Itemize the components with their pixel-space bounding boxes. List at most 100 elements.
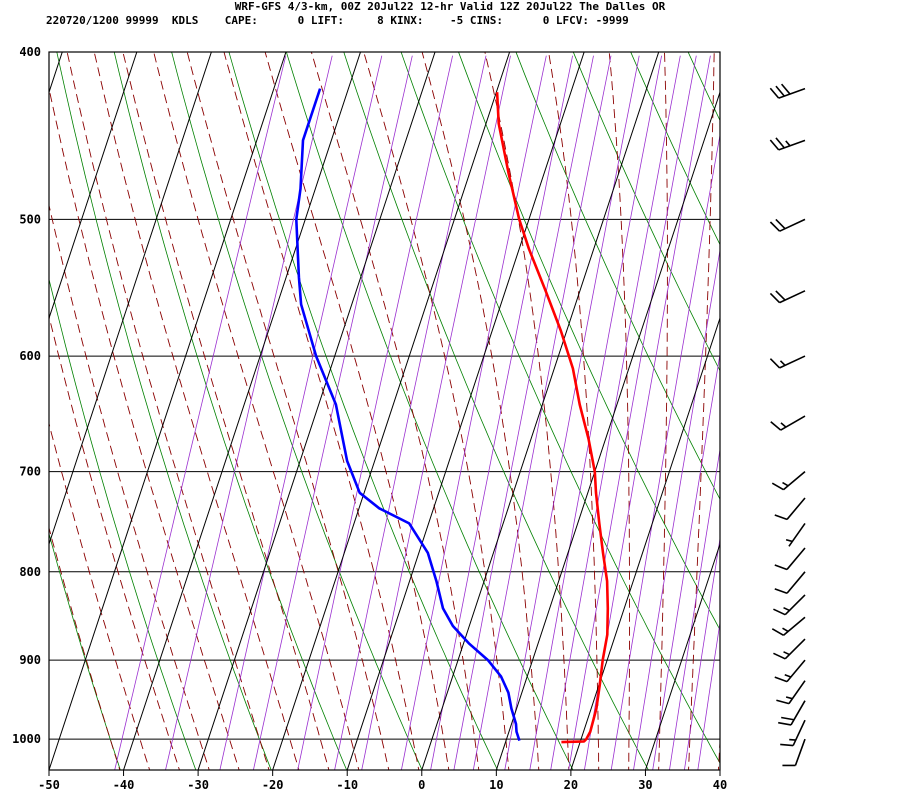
mixing-ratio-line [504, 55, 640, 770]
mixing-ratio-line [114, 55, 287, 770]
mixing-ratio-line [334, 55, 487, 770]
mixing-ratio-line [165, 55, 333, 770]
mixing-ratio-line [472, 55, 612, 770]
isotherm [272, 52, 511, 770]
temperature-tick-label: 20 [564, 778, 578, 792]
moist-adiabats [49, 43, 801, 776]
moist-adiabat [484, 52, 570, 770]
mixing-ratio-line [361, 55, 511, 770]
mixing-ratio-line [669, 447, 720, 770]
sounding-profiles [295, 88, 610, 744]
moist-adiabat [49, 526, 121, 770]
wind-barb [771, 616, 806, 636]
sounding-indices: 220720/1200 99999 KDLS CAPE: 0 LIFT: 8 K… [46, 14, 629, 27]
temperature-tick-label: -40 [113, 778, 135, 792]
wind-barb [774, 659, 806, 683]
moist-adiabat [717, 734, 720, 770]
dry-adiabat [738, 37, 900, 770]
temperature-tick-label: -30 [187, 778, 209, 792]
isotherm [719, 768, 720, 770]
mixing-ratio-line [721, 56, 832, 770]
dry-adiabat [795, 37, 900, 770]
mixing-ratio-line [652, 351, 720, 770]
wind-barb [774, 571, 806, 595]
dry-adiabats [49, 37, 900, 770]
dry-adiabat [852, 37, 900, 770]
mixing-ratio-line [529, 55, 662, 770]
wind-barbs [769, 83, 806, 767]
moist-adiabat [153, 52, 360, 770]
isotherms [49, 52, 720, 770]
moist-adiabat [310, 52, 480, 770]
moist-adiabat [748, 43, 801, 776]
wind-barb [769, 83, 806, 99]
mixing-ratio-line [401, 55, 547, 770]
wind-barb [769, 355, 806, 369]
mixing-ratio-line [430, 55, 573, 770]
mixing-ratio-line [610, 132, 720, 770]
moist-adiabat [49, 86, 240, 770]
temperature-tick-label: 30 [638, 778, 652, 792]
dry-adiabat [630, 52, 720, 246]
isotherm [644, 542, 720, 770]
wind-barb [785, 522, 806, 547]
isotherm [495, 90, 720, 770]
mixing-ratio-line [633, 248, 720, 770]
wind-barb [769, 290, 806, 304]
pressure-tick-label: 700 [19, 465, 41, 479]
wind-barb [769, 137, 806, 151]
isotherm [421, 52, 660, 770]
isotherm [49, 52, 138, 320]
plot-border [48, 51, 721, 771]
isotherm [346, 52, 585, 770]
dry-adiabat [458, 52, 720, 631]
dry-adiabat [49, 532, 121, 770]
wind-barb [774, 497, 806, 521]
dry-adiabat [515, 52, 720, 500]
moist-adiabat [93, 52, 300, 770]
moist-adiabat [223, 52, 420, 770]
wind-barb [770, 415, 806, 431]
plot-frame [48, 51, 721, 771]
wind-barb [773, 638, 806, 660]
pressure-tick-label: 600 [19, 349, 41, 363]
dry-adiabat [171, 52, 423, 770]
moist-adiabat [122, 52, 330, 770]
mixing-ratio-line [697, 619, 720, 770]
moist-adiabat [49, 314, 180, 770]
pressure-tick-label: 1000 [12, 732, 41, 746]
wind-barb [771, 471, 806, 491]
moist-adiabat [548, 52, 600, 770]
isotherm [49, 52, 287, 770]
wind-barb [769, 218, 806, 232]
wind-barb [773, 594, 806, 616]
moist-adiabat [688, 52, 715, 770]
chart-title: WRF-GFS 4/3-km, 00Z 20Jul22 12-hr Valid … [234, 0, 666, 13]
mixing-ratio-line [253, 55, 413, 770]
pressure-axis-labels: 400 500 600 700 800 900 1000 [12, 45, 41, 746]
isotherm [197, 52, 436, 770]
mixing-ratio-line [684, 535, 720, 770]
pressure-tick-label: 900 [19, 653, 41, 667]
moist-adiabat [363, 52, 510, 770]
pressure-tick-label: 400 [19, 45, 41, 59]
temperature-tick-label: -10 [336, 778, 358, 792]
moist-adiabat [49, 203, 210, 770]
wind-barb [780, 719, 806, 747]
temperature-axis-labels: -50 -40 -30 -20 -10 0 10 20 30 40 [38, 770, 727, 792]
dry-adiabat [56, 52, 272, 770]
wind-barb [782, 738, 806, 767]
dry-adiabat [228, 52, 498, 770]
pressure-tick-label: 800 [19, 565, 41, 579]
moist-adiabat [66, 52, 270, 770]
moist-adiabat [421, 52, 540, 770]
wind-barb [778, 700, 806, 726]
mixing-ratio-line [453, 55, 594, 770]
mixing-ratio-line [297, 55, 453, 770]
moist-adiabat [658, 52, 668, 770]
mixing-ratio-lines [114, 55, 832, 770]
isotherm [570, 316, 720, 770]
temperature-tick-label: -50 [38, 778, 60, 792]
moist-adiabat [608, 52, 630, 770]
